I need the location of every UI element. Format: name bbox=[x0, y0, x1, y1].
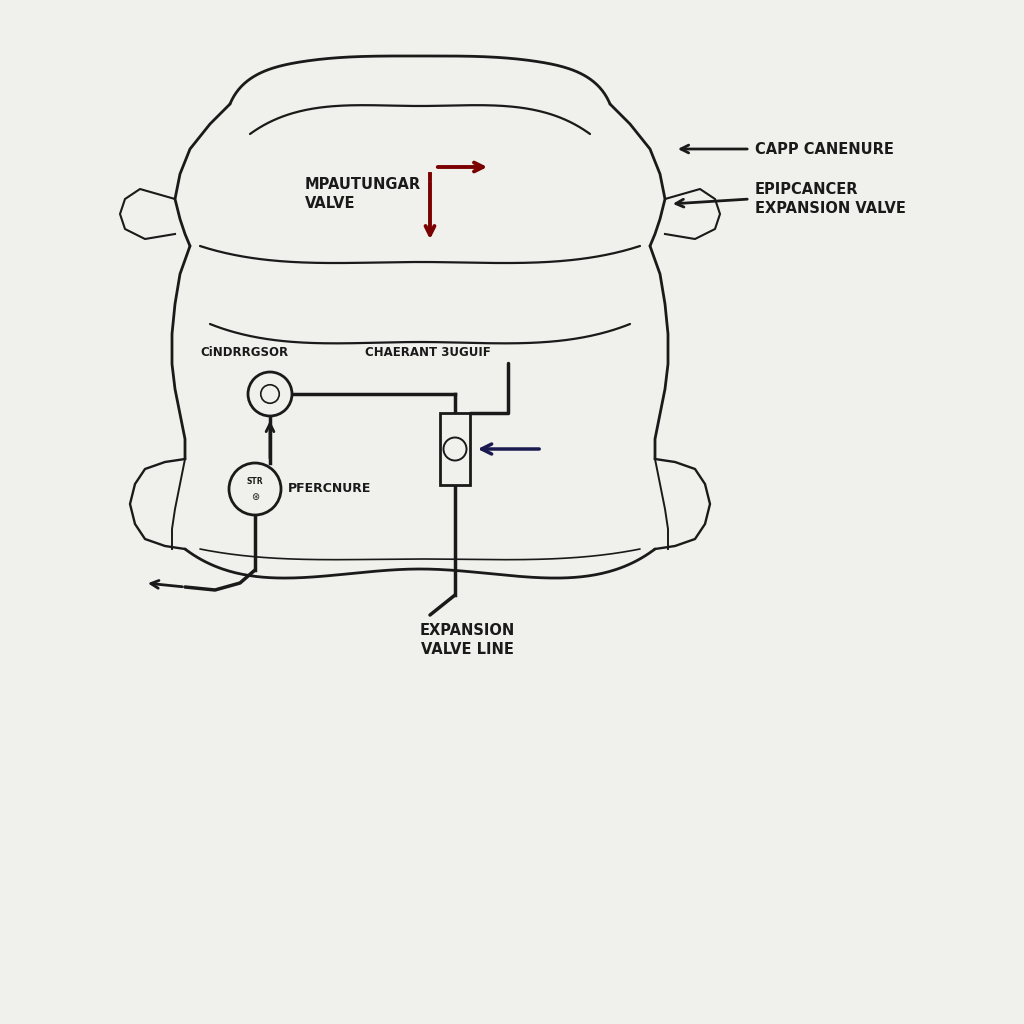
Text: CHAERANT 3UGUIF: CHAERANT 3UGUIF bbox=[365, 345, 490, 358]
Text: EXPANSION
VALVE LINE: EXPANSION VALVE LINE bbox=[420, 623, 515, 656]
Text: MPAUTUNGAR
VALVE: MPAUTUNGAR VALVE bbox=[305, 177, 421, 211]
Text: ⊛: ⊛ bbox=[251, 492, 259, 502]
Circle shape bbox=[248, 372, 292, 416]
Text: EPIPCANCER
EXPANSION VALVE: EPIPCANCER EXPANSION VALVE bbox=[755, 182, 906, 216]
Text: STR: STR bbox=[247, 477, 263, 486]
Text: CAPP CANENURE: CAPP CANENURE bbox=[755, 141, 894, 157]
Text: PFERCNURE: PFERCNURE bbox=[288, 482, 372, 496]
Circle shape bbox=[443, 437, 467, 461]
Bar bbox=[440, 413, 470, 485]
Circle shape bbox=[229, 463, 281, 515]
Text: CiNDRRGSOR: CiNDRRGSOR bbox=[200, 345, 288, 358]
